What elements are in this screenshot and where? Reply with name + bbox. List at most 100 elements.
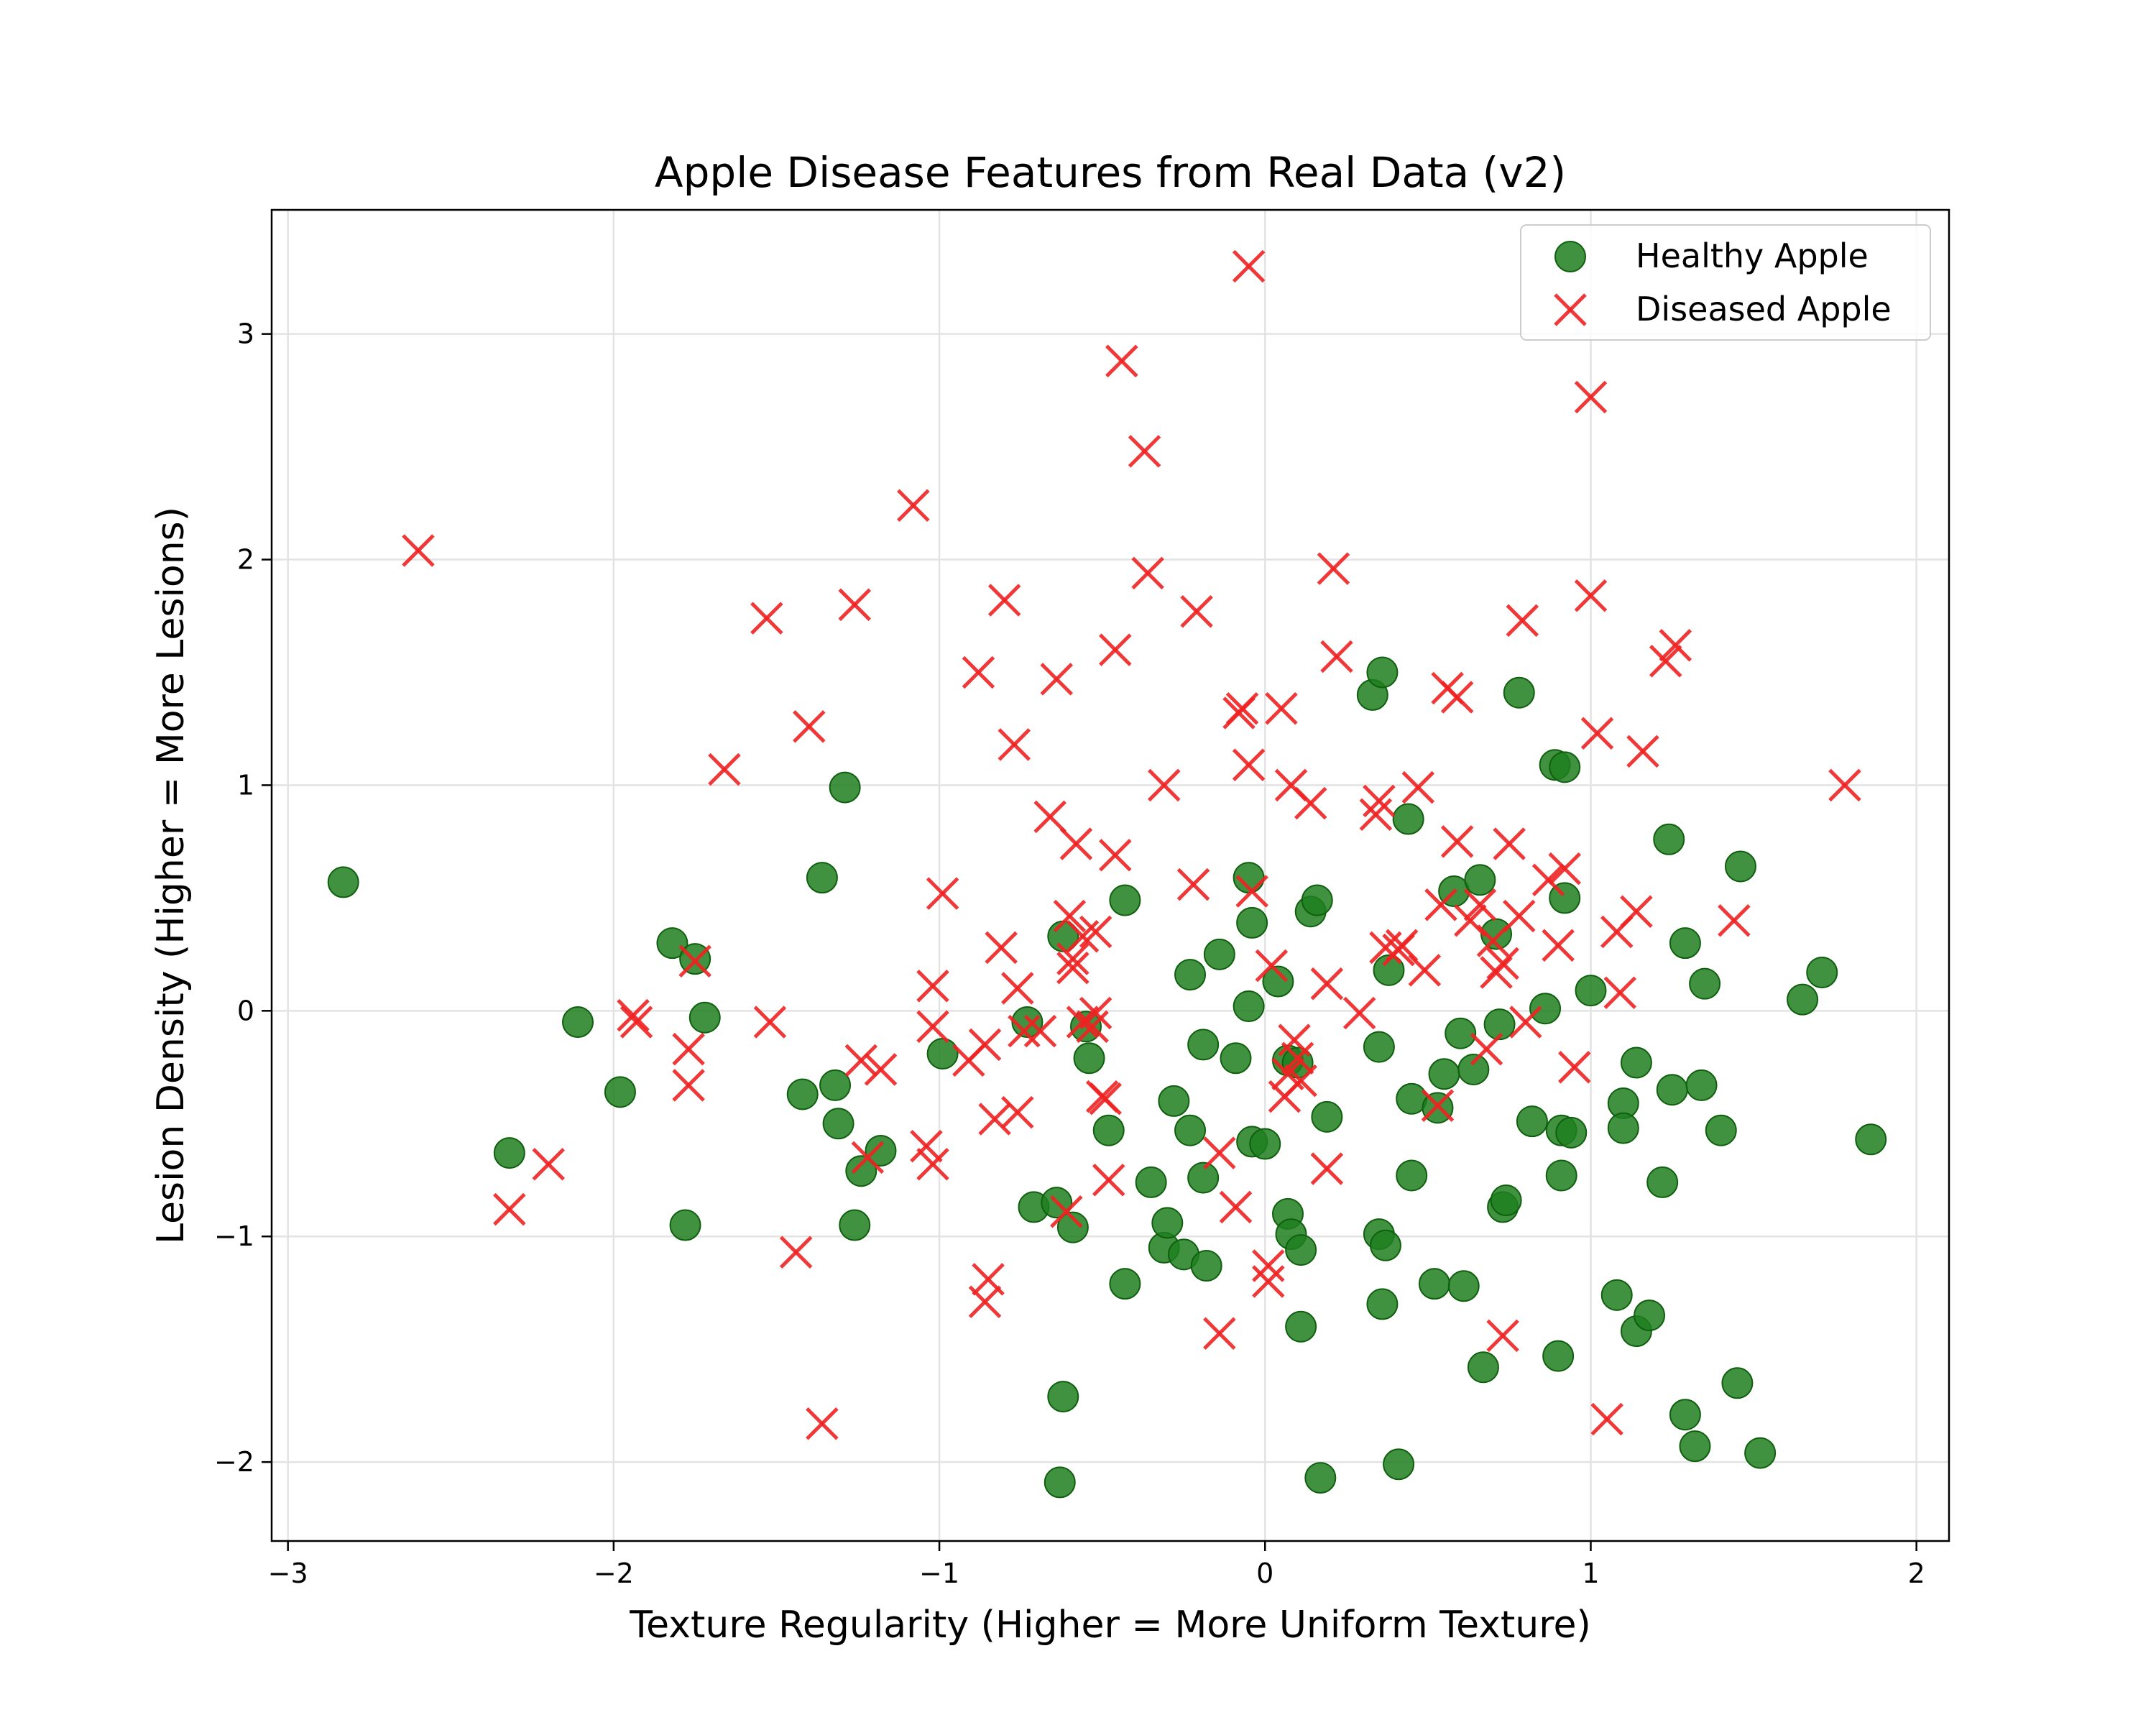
healthy-point [1262, 965, 1294, 998]
healthy-point [1249, 1128, 1281, 1160]
healthy-point [1187, 1162, 1220, 1194]
legend-label-healthy: Healthy Apple [1636, 236, 1869, 275]
diseased-point [750, 602, 783, 635]
healthy-point [1187, 1029, 1220, 1061]
diseased-point [1284, 1064, 1317, 1098]
healthy-point [1285, 1234, 1317, 1266]
x-tick-label: 1 [1582, 1558, 1599, 1589]
healthy-point [1363, 1031, 1395, 1063]
diseased-point [978, 1103, 1011, 1136]
healthy-point [1392, 803, 1424, 835]
x-tick-label: −2 [594, 1558, 634, 1589]
diseased-point [1558, 1051, 1591, 1084]
healthy-point [1545, 1159, 1577, 1192]
healthy-point [1555, 1116, 1588, 1149]
diseased-point [916, 1010, 949, 1044]
healthy-point [845, 1155, 877, 1187]
healthy-point [1174, 1114, 1207, 1146]
healthy-point [1174, 959, 1207, 991]
diseased-point [1033, 800, 1067, 834]
legend-box [1520, 224, 1931, 341]
diseased-point [1590, 1402, 1623, 1436]
diseased-point [1079, 915, 1112, 949]
y-tick-label: 0 [237, 995, 254, 1026]
diseased-point [1050, 1195, 1083, 1228]
healthy-point [1190, 1250, 1222, 1282]
diseased-point [1509, 1006, 1542, 1039]
healthy-point [1549, 751, 1581, 783]
healthy-point [829, 771, 861, 804]
diseased-point [1363, 784, 1396, 818]
healthy-point [1373, 954, 1405, 986]
diseased-point [1255, 949, 1289, 983]
diseased-point [1531, 863, 1565, 897]
healthy-point [669, 1209, 701, 1241]
diseased-point [617, 998, 650, 1032]
diseased-point [1424, 888, 1457, 921]
diseased-point [1128, 435, 1161, 468]
healthy-point [1073, 1042, 1105, 1075]
diseased-point [1470, 1032, 1503, 1066]
healthy-point [1366, 1288, 1399, 1320]
diseased-point [1320, 640, 1353, 673]
diseased-point [753, 1006, 787, 1039]
healthy-point [926, 1037, 959, 1070]
y-tick-label: 1 [237, 769, 254, 801]
healthy-point [1445, 1017, 1477, 1049]
diseased-point [1056, 942, 1089, 975]
healthy-point [1369, 1229, 1401, 1261]
diseased-point [897, 489, 930, 522]
healthy-point [493, 1137, 525, 1169]
diseased-point [806, 1407, 839, 1440]
diseased-point [672, 1069, 705, 1102]
diseased-point [1219, 1190, 1253, 1224]
diseased-point [672, 1032, 705, 1066]
diseased-point [1463, 888, 1497, 921]
series-diseased [402, 249, 1861, 1440]
healthy-point [1464, 864, 1496, 896]
healthy-point [1705, 1114, 1737, 1146]
diseased-point [1008, 1014, 1041, 1048]
diseased-point [987, 584, 1021, 617]
healthy-point [604, 1076, 636, 1108]
data-points [327, 249, 1887, 1499]
healthy-point [1669, 927, 1701, 960]
axis-ticks: −3 −2 −1 0 1 2 −2 −1 0 1 2 3 [214, 318, 1925, 1589]
diseased-point [910, 1129, 943, 1163]
healthy-point [327, 866, 359, 898]
x-tick-label: 0 [1256, 1558, 1273, 1589]
diseased-point [1476, 924, 1510, 957]
diseased-point [1574, 380, 1608, 414]
healthy-point [1467, 1351, 1499, 1384]
healthy-point [1483, 1008, 1516, 1041]
diseased-point [1066, 919, 1100, 953]
legend-label-diseased: Diseased Apple [1636, 290, 1892, 328]
healthy-point [1047, 1381, 1079, 1413]
healthy-point [1542, 1340, 1575, 1372]
diseased-point [1503, 899, 1536, 933]
legend-marker-diseased-icon [1554, 293, 1587, 326]
healthy-point [1158, 1085, 1190, 1117]
plot-frame [270, 208, 1950, 1542]
healthy-point [1646, 1166, 1679, 1198]
y-axis-label: Lesion Density (Higher = More Lesions) [149, 507, 193, 1244]
diseased-point [1001, 1095, 1034, 1129]
series-healthy [327, 656, 1887, 1499]
healthy-point [1653, 823, 1685, 855]
legend: Healthy Apple Diseased Apple [1520, 224, 1931, 341]
healthy-point [1490, 1184, 1522, 1217]
healthy-point [1203, 938, 1235, 970]
healthy-point [1056, 1211, 1089, 1243]
healthy-point [1109, 1268, 1141, 1300]
diseased-point [1131, 556, 1164, 590]
healthy-point [1109, 884, 1141, 916]
diseased-point [1079, 996, 1112, 1030]
x-tick-label: 2 [1908, 1558, 1925, 1589]
diseased-point [532, 1148, 565, 1181]
healthy-point [1135, 1166, 1167, 1198]
healthy-point [1516, 1105, 1548, 1138]
diseased-point [1053, 899, 1087, 933]
diseased-point [1342, 996, 1376, 1030]
diseased-point [1203, 1136, 1236, 1169]
healthy-point [1656, 1074, 1688, 1106]
